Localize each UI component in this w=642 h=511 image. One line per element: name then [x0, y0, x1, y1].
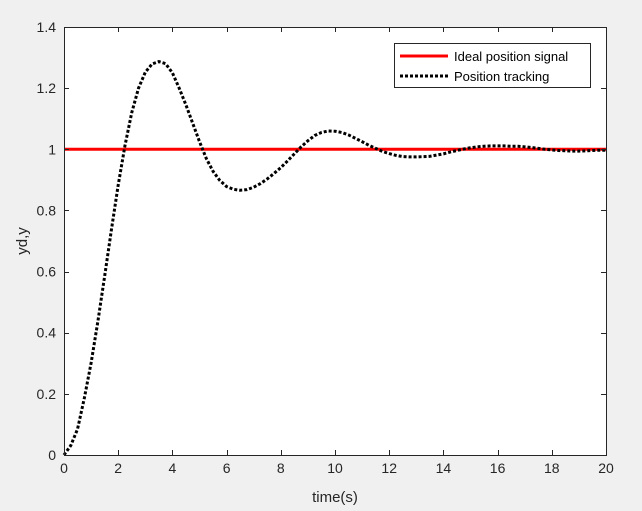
legend: Ideal position signal Position tracking [394, 43, 591, 88]
series-line-position-tracking [62, 60, 606, 456]
x-axis-label: time(s) [312, 489, 358, 506]
y-tick-label: 0.6 [37, 264, 57, 280]
legend-box [394, 43, 591, 88]
x-tick-label: 4 [169, 460, 177, 476]
x-tick-label: 18 [544, 460, 560, 476]
x-tick-label: 8 [277, 460, 285, 476]
x-tick-label: 16 [490, 460, 506, 476]
x-tick-label: 20 [598, 460, 614, 476]
x-tick-label: 14 [436, 460, 452, 476]
x-tick-label: 6 [223, 460, 231, 476]
x-tick-label: 12 [381, 460, 397, 476]
x-tick-label: 10 [327, 460, 343, 476]
y-tick-label: 0 [48, 447, 56, 463]
legend-label-ideal-position-signal: Ideal position signal [454, 49, 568, 64]
tick-layer: 0 2 4 6 8 10 12 14 16 18 20 0 0.2 0.4 0.6 0.8 1 1.2 1.4 [37, 19, 614, 476]
y-tick-label: 0.4 [37, 325, 57, 341]
y-axis-label: yd,y [14, 227, 31, 255]
x-tick-label: 2 [114, 460, 122, 476]
legend-label-position-tracking: Position tracking [454, 69, 549, 84]
y-tick-label: 1.4 [37, 19, 57, 35]
y-tick-label: 0.2 [37, 386, 57, 402]
y-tick-label: 1.2 [37, 80, 57, 96]
series-layer [62, 60, 606, 456]
x-tick-label: 0 [60, 460, 68, 476]
plot-area [64, 27, 606, 455]
y-tick-label: 1 [48, 141, 56, 157]
y-tick-label: 0.8 [37, 202, 57, 218]
